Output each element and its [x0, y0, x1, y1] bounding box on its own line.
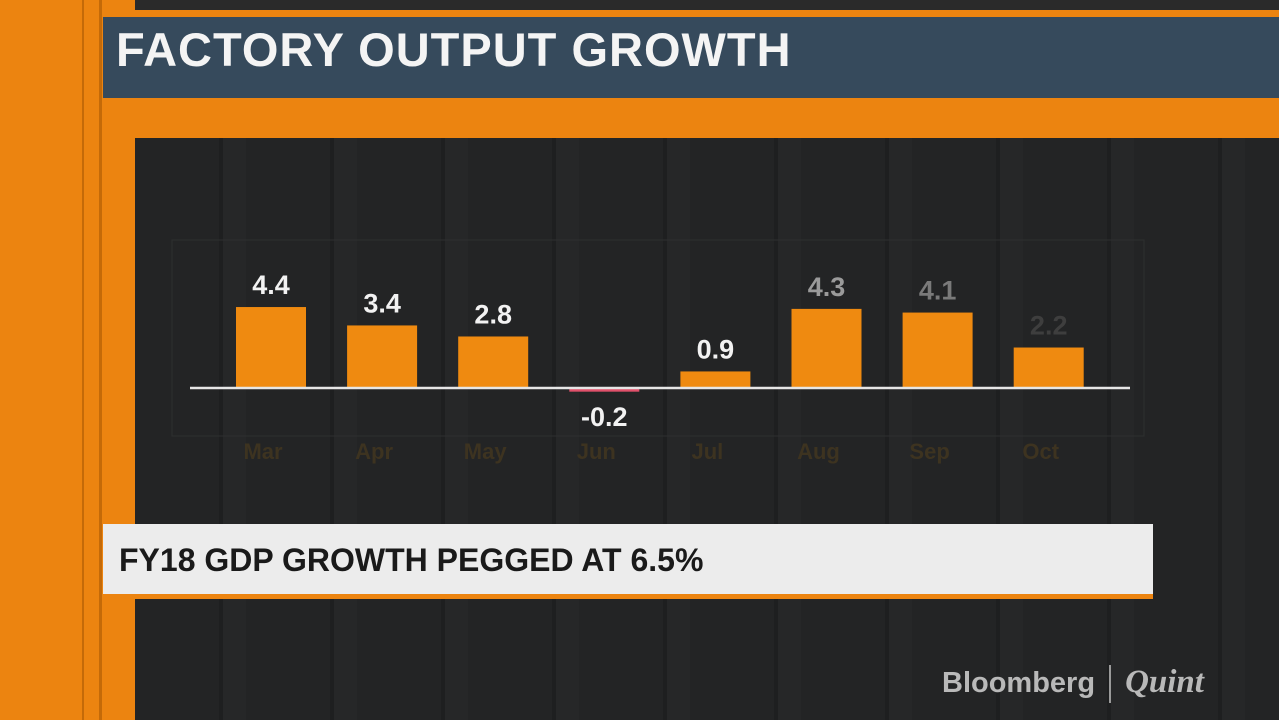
data-label: 0.9	[697, 334, 735, 364]
logo-divider	[1109, 665, 1112, 704]
bar-may	[458, 336, 529, 388]
top-bar	[135, 0, 1279, 10]
logo-quint: Quint	[1125, 664, 1204, 700]
data-label: 4.4	[252, 270, 290, 300]
title-background	[103, 17, 1279, 98]
headline-banner: FY18 GDP GROWTH PEGGED AT 6.5%	[103, 524, 1153, 599]
chart-title: FACTORY OUTPUT GROWTH	[116, 23, 792, 76]
chart-background	[135, 138, 1279, 720]
headline-text: FY18 GDP GROWTH PEGGED AT 6.5%	[119, 542, 704, 578]
bar-jun	[569, 388, 640, 392]
decor-line	[82, 0, 84, 720]
x-tick-label: Aug	[797, 439, 840, 464]
x-tick-label: Apr	[355, 439, 393, 464]
bar-oct	[1013, 347, 1084, 388]
x-tick-label: May	[464, 439, 508, 464]
x-tick-label: Oct	[1022, 439, 1059, 464]
bar-aug	[791, 308, 862, 388]
data-label: 4.1	[919, 276, 957, 306]
data-label: 3.4	[363, 288, 401, 318]
x-tick-label: Jun	[577, 439, 616, 464]
bar-jul	[680, 371, 751, 388]
x-tick-label: Mar	[243, 439, 283, 464]
bar-mar	[236, 307, 306, 388]
x-tick-label: Sep	[909, 439, 949, 464]
bloomberg-quint-logo: Bloomberg Quint	[942, 664, 1204, 704]
plot-frame	[171, 239, 1145, 437]
logo-bloomberg: Bloomberg	[942, 667, 1096, 699]
data-label: 2.2	[1030, 311, 1068, 341]
data-label: -0.2	[581, 402, 628, 432]
bar-apr	[347, 325, 418, 388]
data-label: 2.8	[474, 299, 512, 329]
data-label: 4.3	[808, 272, 846, 302]
decor-line	[99, 0, 102, 720]
x-tick-label: Jul	[692, 439, 724, 464]
bar-sep	[902, 312, 973, 388]
